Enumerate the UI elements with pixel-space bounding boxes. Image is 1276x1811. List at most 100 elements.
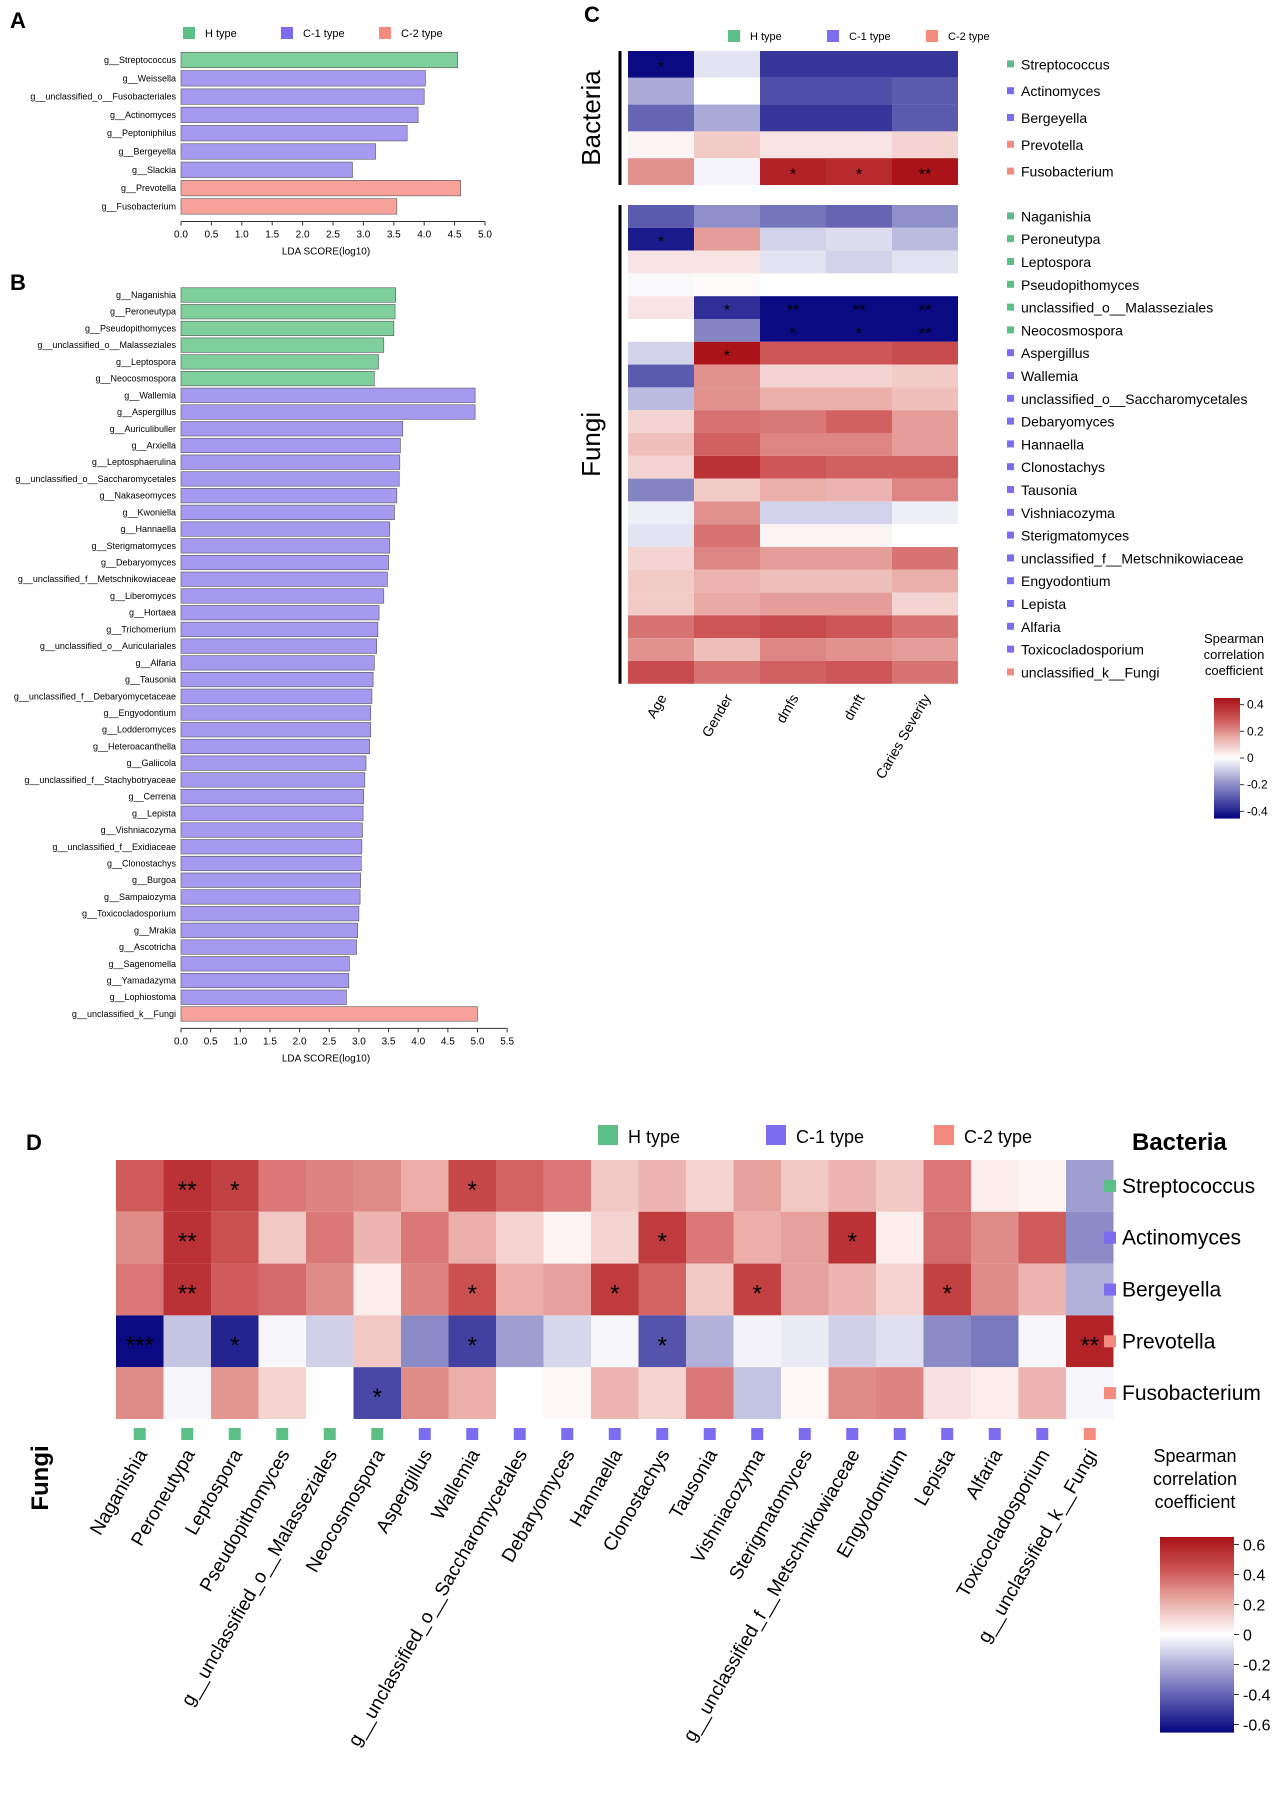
cell-bacteria-Fusobacterium-Gender [694, 158, 760, 185]
colorbar-segment [1214, 810, 1240, 813]
colorbar-segment [1160, 1658, 1234, 1662]
colorbar-segment [1214, 728, 1240, 731]
cell-Prevotella-Alfaria [971, 1315, 1019, 1368]
group-marker-Bergeyella [1007, 114, 1014, 121]
colorbar-segment [1214, 804, 1240, 807]
cell-fungi-Hannaella-Caries Severity [892, 433, 958, 456]
colorbar-segment [1214, 706, 1240, 709]
cell-Streptococcus-Clonostachys [638, 1160, 686, 1212]
colorbar-segment [1160, 1729, 1234, 1733]
cell-fungi-Leptospora-Age [628, 250, 694, 274]
cell-fungi-Sterigmatomyces-Caries Severity [892, 524, 958, 547]
bar-label-g__Sampaiozyma: g__Sampaiozyma [104, 892, 176, 902]
x-tick-label: 4.0 [411, 1036, 425, 1047]
cell-fungi-unclassified_k__Fungi-dmfs [760, 661, 826, 684]
cell-fungi-Alfaria-dmft [826, 615, 892, 639]
colorbar-segment [1160, 1680, 1234, 1684]
row-label-Alfaria: Alfaria [1021, 619, 1061, 635]
cell-Prevotella-Peroneutypa [163, 1315, 211, 1368]
cell-fungi-Tausonia-dmfs [760, 478, 826, 502]
column-label-g__unclassified_o__Saccharomycetales: g__unclassified_o__Saccharomycetales [344, 1446, 532, 1750]
colorbar-tick-label: -0.6 [1243, 1718, 1271, 1735]
group-marker-Alfaria [1007, 622, 1014, 630]
cell-fungi-Neocosmospora-Gender [694, 319, 760, 342]
bar-label-g__unclassified_o__Saccharomycetales: g__unclassified_o__Saccharomycetales [15, 474, 176, 484]
x-tick-label: 1.0 [233, 1036, 247, 1047]
cell-Streptococcus-Alfaria [971, 1160, 1019, 1212]
group-marker-Peroneutypa [1007, 235, 1014, 243]
significance-star: * [658, 1229, 667, 1256]
row-label-Engyodontium: Engyodontium [1021, 573, 1111, 589]
bar-label-g__Aspergillus: g__Aspergillus [117, 407, 177, 417]
group-marker-Prevotella [1104, 1335, 1116, 1348]
cell-Bergeyella-Vishniacozyma [733, 1263, 781, 1316]
bar-label-g__Debaryomyces: g__Debaryomyces [101, 558, 177, 568]
row-label-Prevotella: Prevotella [1122, 1330, 1216, 1353]
colorbar-segment [1160, 1666, 1234, 1670]
cell-Fusobacterium-Debaryomyces [543, 1367, 591, 1419]
bar-label-g__Weissella: g__Weissella [123, 73, 176, 83]
legend-label-2: C-2 type [948, 31, 990, 43]
cell-Bergeyella-Peroneutypa [163, 1263, 211, 1316]
bar-label-g__Kwoniella: g__Kwoniella [122, 507, 176, 517]
bar-label-g__unclassified_f__Exidiaceae: g__unclassified_f__Exidiaceae [52, 842, 176, 852]
row-label-Streptococcus: Streptococcus [1021, 56, 1110, 72]
bar-label-g__Bergeyella: g__Bergeyella [118, 147, 176, 157]
colorbar-segment [1214, 746, 1240, 749]
bar-g__unclassified_f__Debaryomycetaceae [180, 688, 373, 704]
colorbar-segment [1160, 1636, 1234, 1640]
colorbar-segment [1214, 754, 1240, 757]
cell-bacteria-Prevotella-dmft [826, 131, 892, 159]
cell-fungi-unclassified_o__Saccharomycetales-dmfs [760, 387, 826, 411]
colorbar-segment [1214, 802, 1240, 805]
group-marker-Engyodontium [1007, 577, 1014, 585]
cell-Actinomyces-Wallemia [448, 1211, 496, 1264]
x-tick-label: 1.0 [235, 230, 249, 241]
x-tick-label: 3.5 [387, 230, 401, 241]
row-label-Tausonia: Tausonia [1021, 482, 1077, 498]
cell-fungi-Engyodontium-Age [628, 569, 694, 593]
cell-Streptococcus-Neocosmospora [353, 1160, 401, 1212]
bacteria-group-label: Bacteria [576, 70, 606, 166]
cell-Bergeyella-Leptospora [211, 1263, 259, 1316]
bar-label-g__Hortaea: g__Hortaea [129, 608, 176, 618]
bar-g__Arxiella [180, 437, 401, 454]
colorbar-segment [1160, 1612, 1234, 1616]
panel-d-heatmap: H type C-1 type C-2 type** * *** * *** * * * **** *… [27, 1125, 1271, 1750]
cell-fungi-Debaryomyces-dmft [826, 410, 892, 433]
panel-b-lda-chart: g__Naganishia g__Peroneutypa g__Pseudopith… [14, 287, 515, 1064]
row-label-unclassified_k__Fungi: unclassified_k__Fungi [1021, 664, 1160, 680]
bar-label-g__Galiicola: g__Galiicola [126, 758, 176, 768]
bar-label-g__Peptoniphilus: g__Peptoniphilus [107, 128, 177, 138]
colorbar-segment [1214, 714, 1240, 717]
cell-fungi-Sterigmatomyces-Gender [694, 524, 760, 547]
x-tick-label: 5.0 [471, 1036, 485, 1047]
cell-Prevotella-Neocosmospora [353, 1315, 401, 1368]
colorbar-segment [1214, 814, 1240, 817]
cell-Fusobacterium-Peroneutypa [163, 1367, 211, 1419]
bar-g__unclassified_f__Exidiaceae [180, 839, 363, 855]
cell-fungi-Alfaria-dmfs [760, 615, 826, 639]
bar-label-g__Pseudopithomyces: g__Pseudopithomyces [85, 323, 177, 333]
bar-label-g__Wallemia: g__Wallemia [124, 390, 176, 400]
colorbar-title-line: Spearman [1204, 631, 1264, 646]
colorbar-segment [1160, 1590, 1234, 1594]
group-marker-Fusobacterium [1104, 1387, 1116, 1400]
cell-Bergeyella-Lepista [923, 1263, 971, 1316]
colorbar-segment [1160, 1595, 1234, 1599]
bar-label-g__Tausonia: g__Tausonia [125, 675, 176, 685]
cell-Streptococcus-Hannaella [591, 1160, 639, 1212]
row-label-Bergeyella: Bergeyella [1122, 1279, 1222, 1302]
colorbar-segment [1214, 786, 1240, 789]
colorbar-segment [1160, 1610, 1234, 1614]
colorbar-segment [1160, 1717, 1234, 1721]
significance-star: ** [919, 167, 931, 184]
group-marker-Streptococcus [1007, 60, 1014, 68]
colorbar-segment [1160, 1546, 1234, 1550]
colorbar-segment [1160, 1576, 1234, 1580]
bar-g__unclassified_o__Auriculariales [180, 638, 377, 654]
group-marker-Peroneutypa [181, 1428, 194, 1440]
row-label-unclassified_o__Saccharomycetales: unclassified_o__Saccharomycetales [1021, 391, 1247, 407]
cell-bacteria-Bergeyella-Age [628, 104, 694, 132]
colorbar-segment [1160, 1600, 1234, 1604]
